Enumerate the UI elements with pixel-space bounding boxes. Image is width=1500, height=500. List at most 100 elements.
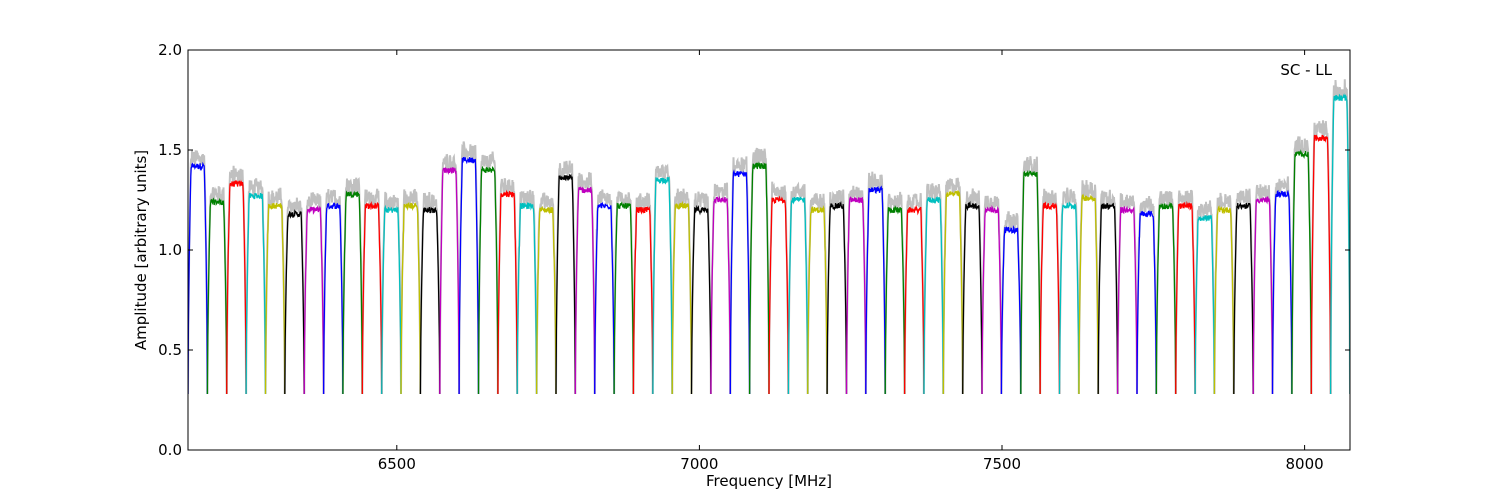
- background-channel-43: [1019, 156, 1042, 395]
- channel-series-5: [284, 209, 305, 395]
- channel-series-31: [787, 196, 809, 395]
- background-channel-59: [1329, 79, 1350, 395]
- channel-series-44: [1039, 201, 1061, 395]
- channel-series-group: [188, 93, 1350, 395]
- background-channel-28: [729, 156, 751, 395]
- background-channel-47: [1097, 189, 1119, 395]
- background-channel-0: [188, 150, 209, 395]
- background-channel-7: [322, 189, 344, 395]
- channel-series-20: [574, 186, 596, 395]
- channel-series-50: [1155, 201, 1177, 395]
- channel-series-27: [710, 195, 731, 395]
- background-channel-25: [671, 188, 693, 395]
- channel-series-32: [807, 205, 828, 395]
- background-channel-50: [1155, 191, 1177, 395]
- x-axis-label: Frequency [MHz]: [706, 472, 832, 490]
- channel-series-3: [245, 192, 267, 395]
- channel-series-28: [729, 169, 751, 395]
- channel-series-26: [690, 204, 712, 395]
- channel-series-11: [400, 201, 422, 395]
- background-channel-38: [922, 183, 945, 395]
- channel-series-46: [1078, 193, 1099, 395]
- background-channel-4: [264, 187, 286, 395]
- channel-series-16: [497, 189, 518, 395]
- channel-series-38: [923, 196, 944, 395]
- channel-series-45: [1058, 201, 1080, 395]
- background-channel-19: [555, 160, 577, 395]
- y-tick-label: 0.5: [158, 341, 182, 359]
- channel-series-9: [361, 200, 383, 395]
- channel-series-39: [942, 190, 964, 395]
- channel-series-43: [1020, 169, 1041, 395]
- channel-series-54: [1233, 202, 1254, 395]
- background-channel-37: [903, 193, 925, 395]
- y-axis-ticks: 0.0 0.5 1.0 1.5 2.0: [158, 41, 1350, 459]
- channel-series-48: [1116, 205, 1138, 395]
- y-axis-label: Amplitude [arbitrary units]: [132, 150, 150, 350]
- background-channel-31: [787, 181, 809, 395]
- x-tick-label: 7000: [680, 455, 718, 473]
- channel-series-19: [555, 173, 576, 395]
- background-channel-49: [1136, 195, 1158, 395]
- background-channel-14: [458, 141, 480, 395]
- background-channel-40: [961, 188, 983, 395]
- channel-series-30: [768, 195, 790, 395]
- background-channel-51: [1174, 189, 1197, 395]
- channel-series-13: [439, 167, 460, 395]
- background-channel-1: [206, 186, 228, 395]
- background-channel-16: [496, 178, 519, 395]
- background-channel-6: [303, 192, 325, 395]
- y-tick-label: 2.0: [158, 41, 182, 59]
- background-channel-58: [1310, 120, 1332, 395]
- channel-series-14: [458, 156, 480, 395]
- channel-series-40: [962, 200, 983, 395]
- background-channel-27: [709, 182, 732, 395]
- channel-series-2: [226, 179, 247, 395]
- channel-series-7: [322, 202, 344, 395]
- channel-series-34: [845, 196, 867, 395]
- background-channel-26: [690, 191, 712, 395]
- channel-series-41: [981, 204, 1003, 395]
- background-channel-54: [1232, 188, 1255, 395]
- channel-series-51: [1175, 200, 1196, 395]
- channel-series-17: [516, 202, 538, 395]
- background-channel-8: [341, 177, 364, 395]
- channel-series-58: [1310, 134, 1332, 395]
- channel-series-55: [1252, 196, 1274, 395]
- channel-series-8: [342, 190, 363, 395]
- channel-series-56: [1271, 189, 1293, 395]
- channel-series-47: [1097, 202, 1119, 395]
- channel-series-12: [419, 206, 441, 395]
- background-channel-35: [864, 171, 887, 395]
- x-axis-ticks: 6500 7000 7500 8000: [378, 50, 1324, 473]
- y-tick-label: 1.0: [158, 241, 182, 259]
- channel-series-53: [1213, 205, 1235, 395]
- channel-series-6: [303, 205, 325, 395]
- background-channel-11: [400, 188, 422, 395]
- background-channel-36: [884, 191, 906, 395]
- channel-series-36: [884, 205, 906, 395]
- x-tick-label: 8000: [1286, 455, 1324, 473]
- channel-series-33: [826, 200, 848, 395]
- polarization-annotation: SC - LL: [1280, 61, 1332, 79]
- channel-series-22: [613, 201, 635, 395]
- channel-series-24: [652, 177, 673, 395]
- channel-series-15: [477, 165, 499, 395]
- background-channel-17: [516, 189, 538, 395]
- channel-series-57: [1291, 149, 1312, 395]
- channel-series-1: [206, 197, 228, 395]
- channel-series-35: [865, 185, 886, 395]
- channel-series-49: [1136, 210, 1157, 395]
- channel-series-21: [594, 201, 615, 395]
- channel-series-10: [381, 204, 402, 395]
- background-channel-22: [613, 190, 635, 395]
- background-channel-10: [380, 191, 402, 395]
- channel-series-37: [903, 204, 925, 395]
- channel-series-29: [748, 161, 770, 395]
- y-tick-label: 1.5: [158, 141, 182, 159]
- background-channel-32: [806, 192, 829, 395]
- channel-series-18: [535, 205, 557, 395]
- background-channel-24: [651, 163, 674, 395]
- channel-series-42: [1000, 225, 1022, 395]
